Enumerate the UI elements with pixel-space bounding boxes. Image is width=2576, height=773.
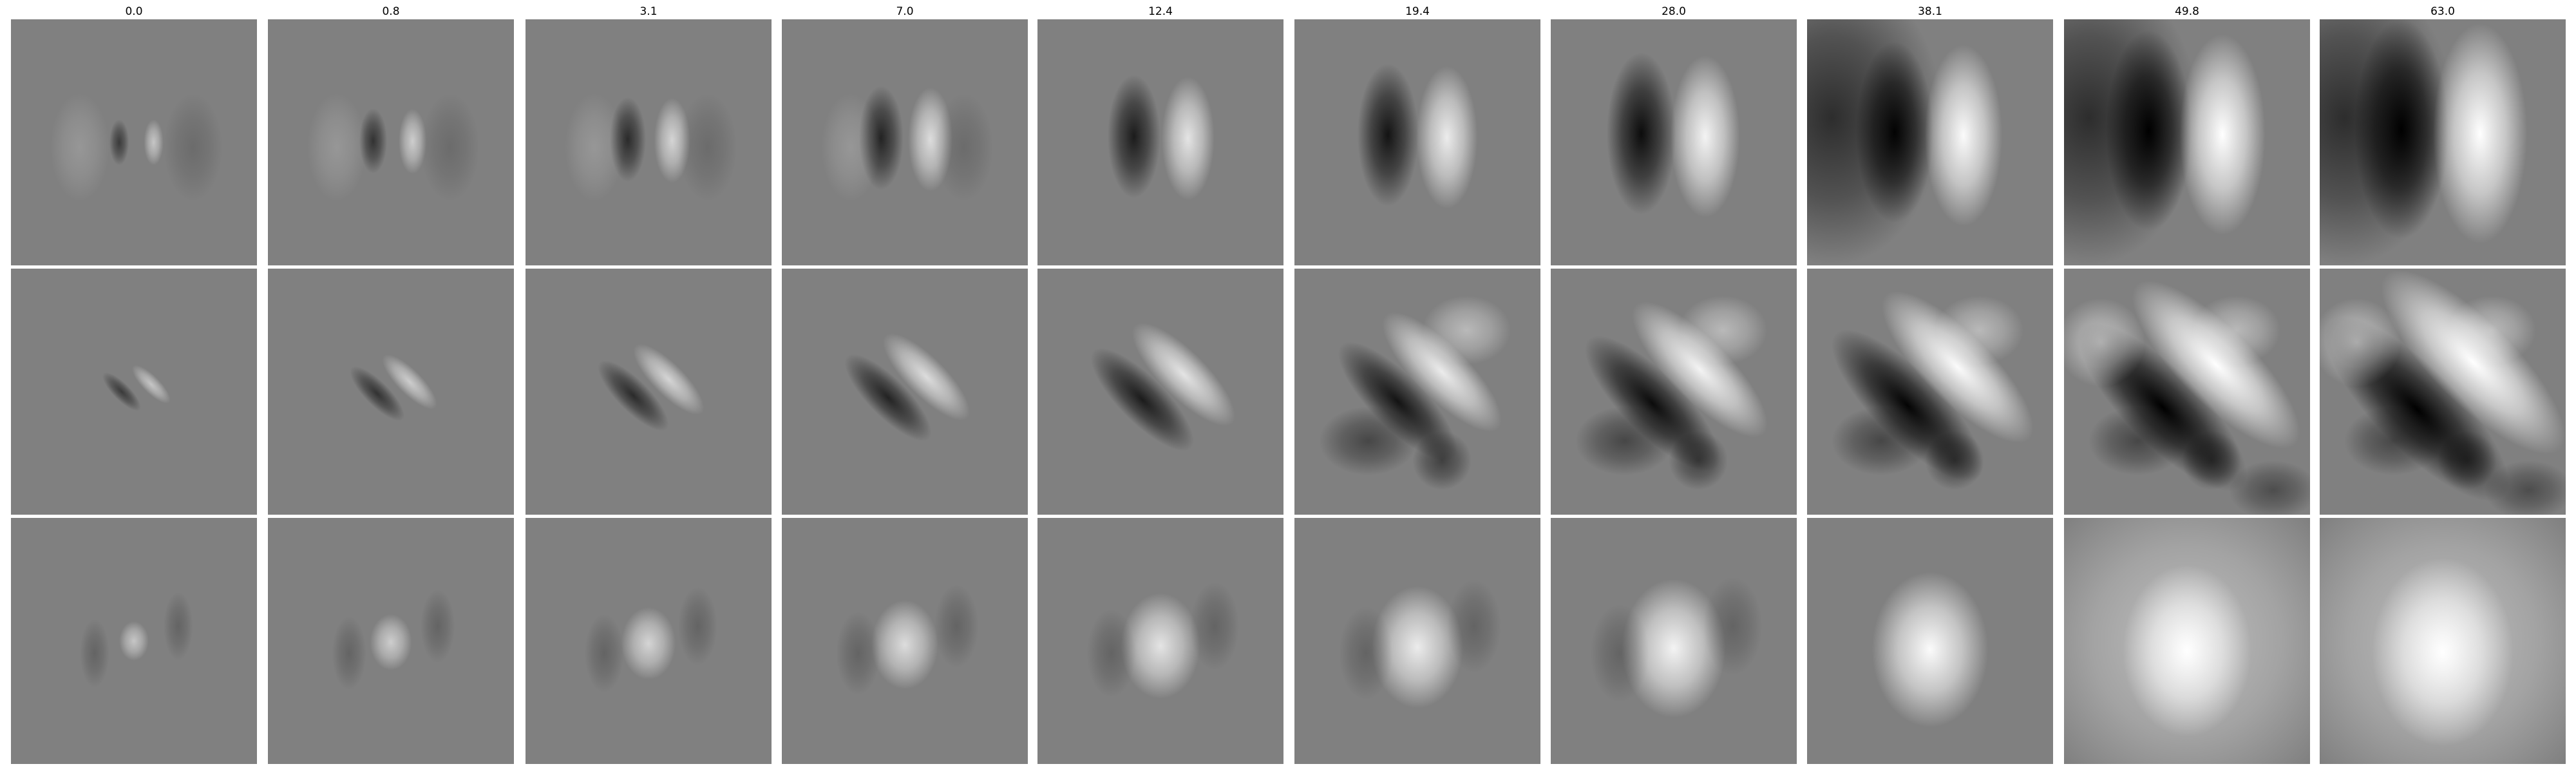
filter-image xyxy=(268,518,514,764)
filter-tile xyxy=(1807,518,2053,764)
filter-tile xyxy=(1551,518,1797,764)
filter-tile xyxy=(2064,19,2310,265)
column-title: 49.8 xyxy=(2175,5,2199,18)
filter-image xyxy=(11,269,257,515)
filter-image xyxy=(1551,518,1797,764)
filter-tile xyxy=(1551,19,1797,265)
filter-image xyxy=(1294,518,1540,764)
filter-tile xyxy=(268,269,514,515)
filter-tile xyxy=(1294,518,1540,764)
filter-tile xyxy=(1037,269,1283,515)
column-title: 0.0 xyxy=(125,5,143,18)
filter-image xyxy=(2064,19,2310,265)
filter-tile xyxy=(526,518,772,764)
filter-image xyxy=(11,518,257,764)
column-title: 38.1 xyxy=(1918,5,1942,18)
filter-tile xyxy=(11,518,257,764)
filter-image xyxy=(268,269,514,515)
filter-image xyxy=(2064,269,2310,515)
column-title: 28.0 xyxy=(1662,5,1686,18)
column-title: 3.1 xyxy=(639,5,658,18)
filter-image xyxy=(11,19,257,265)
filter-image xyxy=(1807,518,2053,764)
column-title: 19.4 xyxy=(1405,5,1430,18)
filter-tile xyxy=(1294,19,1540,265)
filter-image xyxy=(1551,269,1797,515)
filter-image xyxy=(1037,518,1283,764)
column-title: 7.0 xyxy=(896,5,914,18)
filter-tile xyxy=(268,19,514,265)
column-title: 0.8 xyxy=(382,5,400,18)
filter-image xyxy=(2320,19,2566,265)
filter-image xyxy=(1037,269,1283,515)
filter-image xyxy=(782,269,1028,515)
filter-tile xyxy=(2320,518,2566,764)
filter-tile xyxy=(2320,19,2566,265)
filter-image xyxy=(1294,19,1540,265)
filter-image xyxy=(1807,269,2053,515)
filter-image xyxy=(1294,269,1540,515)
filter-tile xyxy=(2064,269,2310,515)
filter-tile xyxy=(1037,518,1283,764)
filter-tile xyxy=(782,19,1028,265)
filter-image xyxy=(1551,19,1797,265)
filter-image xyxy=(2320,269,2566,515)
filter-image xyxy=(2320,518,2566,764)
filter-tile xyxy=(11,269,257,515)
filter-image xyxy=(268,19,514,265)
filter-tile xyxy=(1551,269,1797,515)
filter-tile xyxy=(782,269,1028,515)
filter-image xyxy=(2064,518,2310,764)
filter-tile xyxy=(1294,269,1540,515)
filter-tile xyxy=(11,19,257,265)
filter-tile xyxy=(782,518,1028,764)
column-title: 12.4 xyxy=(1148,5,1173,18)
filter-tile xyxy=(268,518,514,764)
filter-tile xyxy=(1807,269,2053,515)
filter-tile xyxy=(2320,269,2566,515)
filter-image xyxy=(782,19,1028,265)
filter-tile xyxy=(1807,19,2053,265)
filter-image xyxy=(526,19,772,265)
filter-image xyxy=(1037,19,1283,265)
filter-tile xyxy=(2064,518,2310,764)
filter-image xyxy=(1807,19,2053,265)
filter-tile xyxy=(1037,19,1283,265)
filter-tile xyxy=(526,19,772,265)
column-title: 63.0 xyxy=(2430,5,2455,18)
filter-image xyxy=(782,518,1028,764)
filter-image xyxy=(526,518,772,764)
filter-image xyxy=(526,269,772,515)
filter-tile xyxy=(526,269,772,515)
